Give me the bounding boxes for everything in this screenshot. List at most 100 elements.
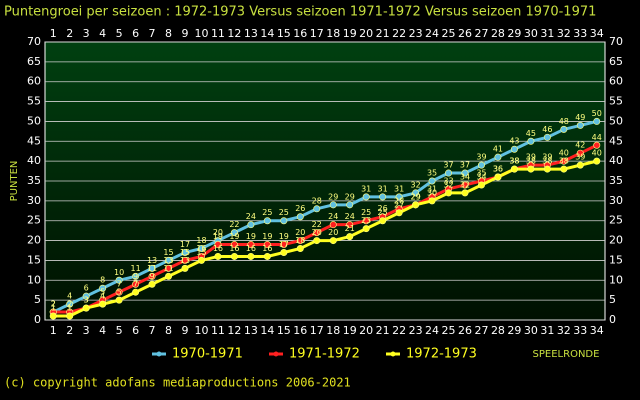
data-label: 29 (345, 192, 355, 201)
chart-title: Puntengroei per seizoen : 1972-1973 Vers… (4, 5, 596, 20)
data-label: 34 (476, 172, 486, 181)
data-point (560, 157, 568, 165)
data-point (527, 137, 535, 145)
y-tick-label-right: 40 (609, 154, 623, 167)
data-label: 38 (559, 157, 569, 166)
y-tick-label: 10 (27, 273, 41, 286)
x-tick-label-top: 14 (260, 27, 274, 40)
data-label: 9 (150, 272, 155, 281)
data-label: 6 (84, 284, 89, 293)
footer: (c) copyright adofans mediaproductions 2… (4, 376, 351, 390)
legend-marker (390, 351, 396, 357)
x-tick-label-top: 7 (149, 27, 156, 40)
data-point (197, 256, 205, 264)
y-tick-label-right: 25 (609, 214, 623, 227)
x-tick-label: 16 (293, 324, 307, 337)
x-tick-label-top: 28 (491, 27, 505, 40)
y-tick-label-right: 10 (609, 273, 623, 286)
data-point (214, 241, 222, 249)
data-point (362, 225, 370, 233)
data-point (280, 241, 288, 249)
data-label: 39 (575, 153, 585, 162)
y-tick-label: 30 (27, 194, 41, 207)
data-label: 31 (378, 184, 388, 193)
data-point (165, 272, 173, 280)
data-point (313, 205, 321, 213)
data-point (263, 241, 271, 249)
data-point (313, 237, 321, 245)
x-tick-label: 23 (409, 324, 423, 337)
x-tick-label: 6 (132, 324, 139, 337)
data-label: 5 (100, 288, 105, 297)
data-label: 23 (361, 216, 371, 225)
x-tick-label: 20 (359, 324, 373, 337)
x-tick-label: 25 (442, 324, 456, 337)
data-label: 13 (180, 256, 190, 265)
data-point (329, 221, 337, 229)
x-tick-label-top: 8 (165, 27, 172, 40)
x-tick-label: 2 (66, 324, 73, 337)
data-label: 21 (345, 224, 355, 233)
data-label: 25 (262, 208, 272, 217)
data-label: 31 (361, 184, 371, 193)
data-point (494, 153, 502, 161)
data-point (99, 284, 107, 292)
x-tick-label-top: 19 (343, 27, 357, 40)
data-label: 2 (67, 300, 72, 309)
data-label: 31 (427, 184, 437, 193)
x-tick-label: 30 (524, 324, 538, 337)
data-label: 1 (51, 304, 56, 313)
x-tick-label-top: 3 (83, 27, 90, 40)
data-point (543, 165, 551, 173)
data-label: 7 (117, 280, 122, 289)
x-tick-label: 5 (116, 324, 123, 337)
data-label: 25 (378, 208, 388, 217)
data-point (132, 272, 140, 280)
data-label: 43 (509, 137, 519, 146)
data-label: 15 (196, 248, 206, 257)
data-point (165, 264, 173, 272)
x-tick-label-top: 25 (442, 27, 456, 40)
data-point (296, 237, 304, 245)
data-point (313, 229, 321, 237)
data-label: 10 (114, 268, 124, 277)
x-tick-label: 21 (376, 324, 390, 337)
data-label: 25 (279, 208, 289, 217)
x-tick-label-top: 31 (540, 27, 554, 40)
x-tick-label: 28 (491, 324, 505, 337)
data-point (346, 233, 354, 241)
x-tick-label: 19 (343, 324, 357, 337)
data-label: 11 (130, 264, 140, 273)
x-tick-label-top: 22 (392, 27, 406, 40)
x-tick-label: 17 (310, 324, 324, 337)
data-point (445, 169, 453, 177)
data-label: 17 (180, 240, 190, 249)
legend-label: 1970-1971 (172, 347, 243, 362)
data-point (165, 256, 173, 264)
data-label: 37 (443, 161, 453, 170)
x-tick-label-top: 12 (227, 27, 241, 40)
data-label: 5 (117, 288, 122, 297)
data-label: 16 (213, 244, 223, 253)
x-tick-label: 34 (590, 324, 604, 337)
data-point (66, 300, 74, 308)
y-tick-label: 70 (27, 35, 41, 48)
data-point (510, 165, 518, 173)
data-point (280, 217, 288, 225)
series-line (53, 159, 598, 318)
data-label: 42 (575, 141, 585, 150)
data-label: 8 (100, 276, 105, 285)
x-tick-label: 1 (50, 324, 57, 337)
x-tick-label: 3 (83, 324, 90, 337)
data-point (230, 241, 238, 249)
data-point (214, 252, 222, 260)
x-tick-label: 8 (165, 324, 172, 337)
x-tick-label-top: 10 (194, 27, 208, 40)
data-label: 49 (575, 113, 585, 122)
data-point (560, 125, 568, 133)
x-tick-label: 33 (573, 324, 587, 337)
data-label: 29 (410, 192, 420, 201)
data-point (461, 181, 469, 189)
data-point (527, 165, 535, 173)
data-point (247, 221, 255, 229)
